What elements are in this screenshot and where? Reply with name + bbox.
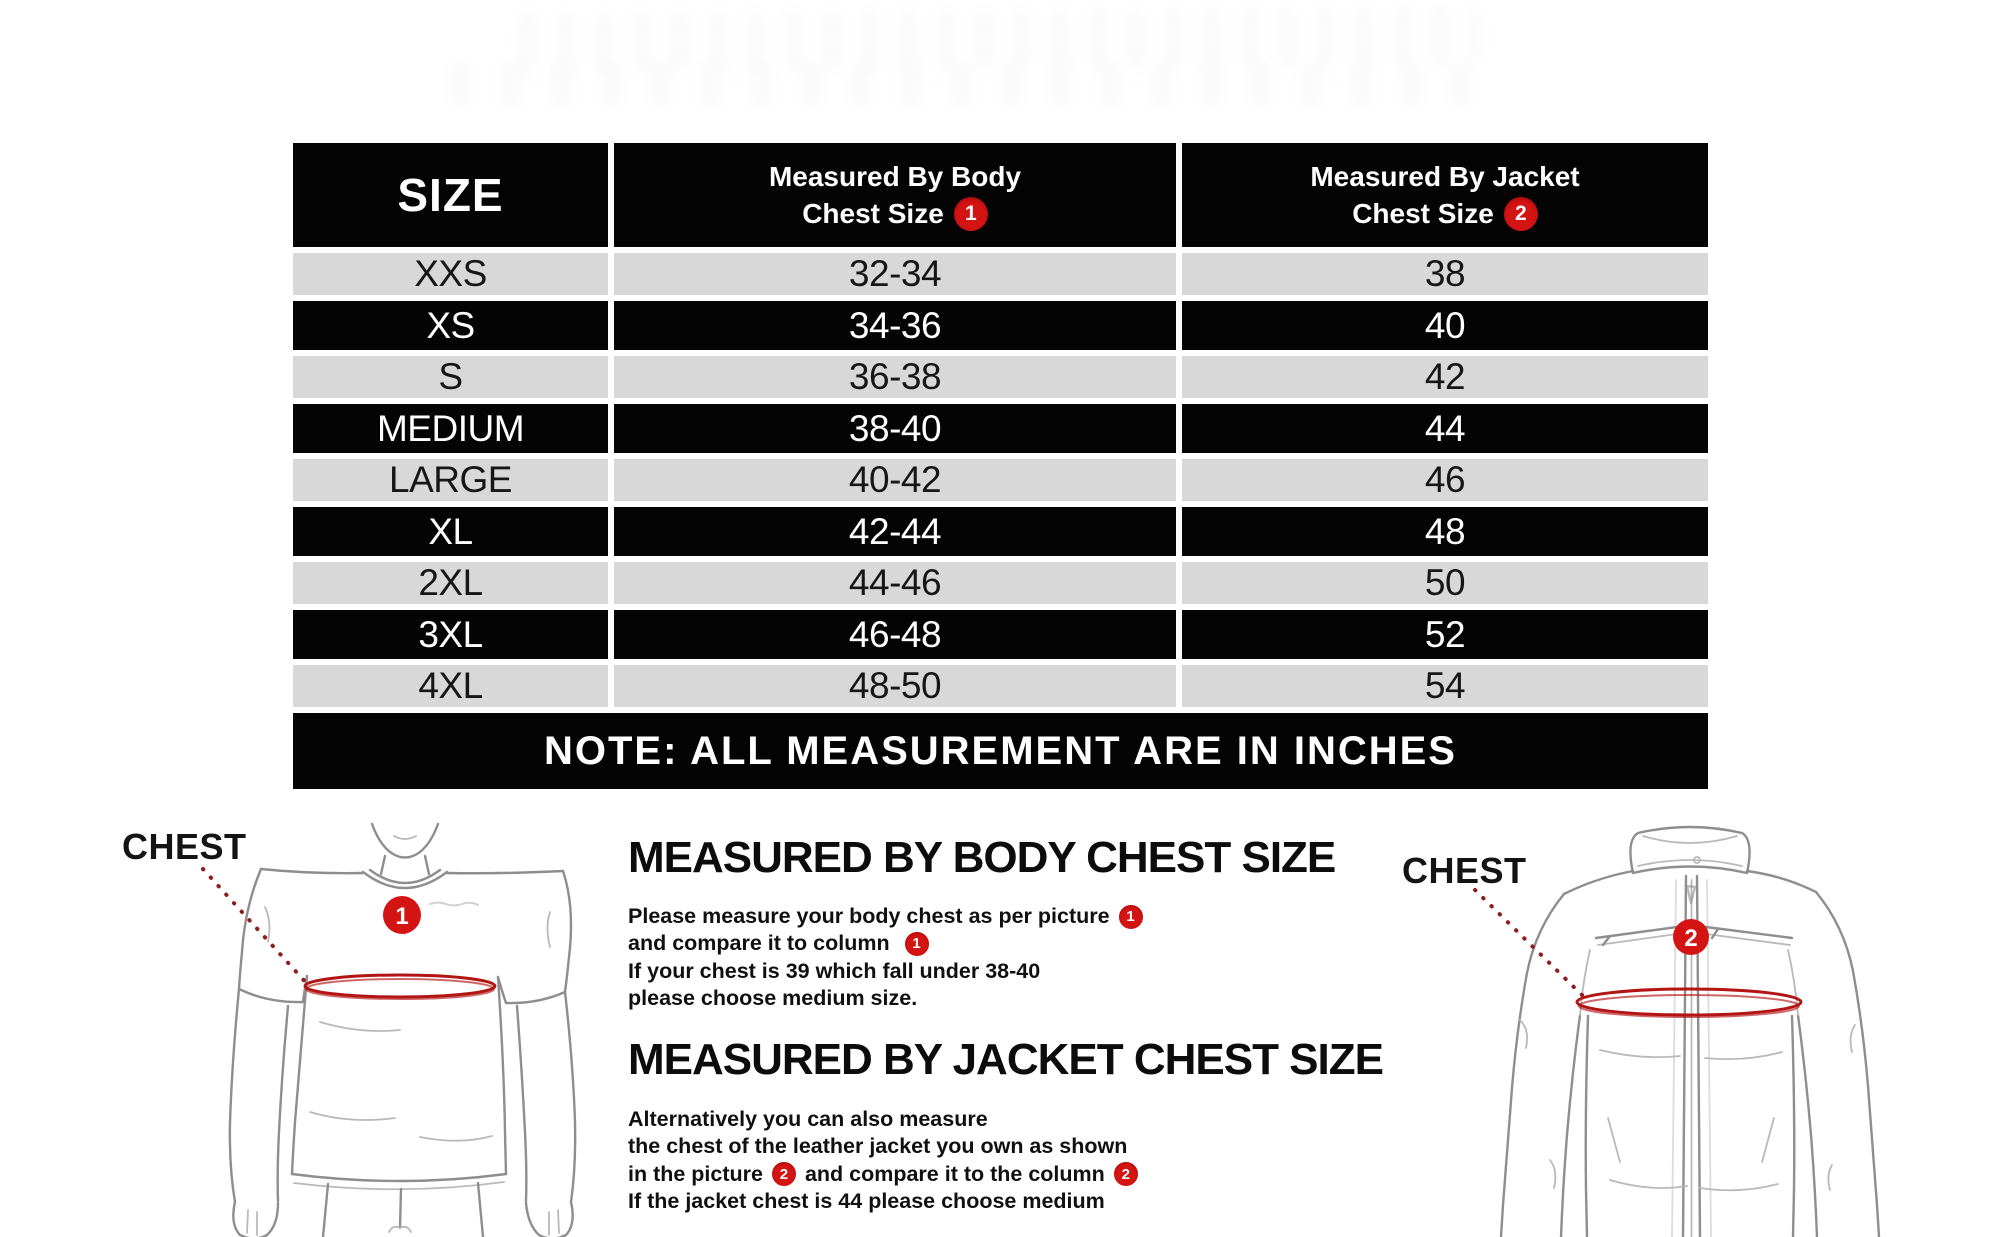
scan-artifact xyxy=(519,6,1481,72)
table-cell-body: 46-48 xyxy=(614,610,1176,659)
figure-badge-2 xyxy=(1673,919,1709,955)
table-cell-jacket: 48 xyxy=(1182,507,1708,556)
body-section-heading: MEASURED BY BODY CHEST SIZE xyxy=(628,833,1336,882)
column-header-line1: Measured By Body xyxy=(768,161,1022,192)
table-cell-jacket: 42 xyxy=(1182,356,1708,398)
measure-callout-line xyxy=(201,867,312,989)
table-cell-size: XXS xyxy=(293,253,608,295)
table-cell-body: 48-50 xyxy=(614,665,1176,707)
table-cell-size: 3XL xyxy=(293,610,608,659)
column-header-body-chest: Measured By Body Chest Size 1 xyxy=(614,143,1176,247)
body-chest-label: CHEST xyxy=(122,826,247,867)
table-cell-size: XL xyxy=(293,507,608,556)
table-cell-jacket: 52 xyxy=(1182,610,1708,659)
jacket-figure: 2 xyxy=(1473,825,1881,1237)
figure-badge-1 xyxy=(383,896,421,934)
column-header-jacket-chest: Measured By Jacket Chest Size 2 xyxy=(1182,143,1708,247)
body-section-paragraph: Please measure your body chest as per pi… xyxy=(628,903,1146,1012)
jacket-section-paragraph: Alternatively you can also measure the ch… xyxy=(628,1106,1141,1215)
column-header-line2: Chest Size xyxy=(802,198,944,229)
table-cell-body: 32-34 xyxy=(614,253,1176,295)
jacket-section-heading: MEASURED BY JACKET CHEST SIZE xyxy=(628,1035,1384,1084)
table-cell-jacket: 54 xyxy=(1182,665,1708,707)
shirt-print xyxy=(429,901,479,907)
table-cell-body: 42-44 xyxy=(614,507,1176,556)
table-cell-jacket: 44 xyxy=(1182,404,1708,453)
inline-badge-icon: 2 xyxy=(1113,1162,1138,1187)
scan-artifact xyxy=(450,62,1490,106)
inline-badge-icon: 2 xyxy=(771,1162,796,1187)
table-cell-jacket: 40 xyxy=(1182,301,1708,350)
table-cell-body: 36-38 xyxy=(614,356,1176,398)
svg-text:1: 1 xyxy=(395,903,408,930)
size-table: SIZE Measured By Body Chest Size 1 Measu… xyxy=(293,143,1708,789)
table-cell-jacket: 50 xyxy=(1182,562,1708,604)
body-figure: 1 xyxy=(201,822,577,1237)
table-cell-body: 34-36 xyxy=(614,301,1176,350)
badge-1-icon: 1 xyxy=(953,196,988,231)
inline-badge-icon: 1 xyxy=(1118,904,1143,929)
jacket-chest-label: CHEST xyxy=(1402,850,1527,891)
column-header-size: SIZE xyxy=(293,143,608,247)
column-header-line2: Chest Size xyxy=(1352,198,1494,229)
table-cell-body: 40-42 xyxy=(614,459,1176,501)
svg-text:2: 2 xyxy=(1684,925,1697,952)
note-banner: NOTE: ALL MEASUREMENT ARE IN INCHES xyxy=(293,713,1708,789)
chest-measure-ellipse xyxy=(1575,987,1803,1017)
table-cell-size: XS xyxy=(293,301,608,350)
table-cell-size: MEDIUM xyxy=(293,404,608,453)
table-cell-body: 44-46 xyxy=(614,562,1176,604)
badge-2-icon: 2 xyxy=(1503,196,1538,231)
table-cell-size: LARGE xyxy=(293,459,608,501)
table-cell-size: 2XL xyxy=(293,562,608,604)
table-cell-size: 4XL xyxy=(293,665,608,707)
chest-measure-ellipse xyxy=(303,973,497,999)
measure-callout-line xyxy=(1473,888,1585,998)
table-cell-jacket: 46 xyxy=(1182,459,1708,501)
inline-badge-icon: 1 xyxy=(904,931,929,956)
table-cell-size: S xyxy=(293,356,608,398)
table-cell-body: 38-40 xyxy=(614,404,1176,453)
table-cell-jacket: 38 xyxy=(1182,253,1708,295)
column-header-line1: Measured By Jacket xyxy=(1310,161,1580,192)
